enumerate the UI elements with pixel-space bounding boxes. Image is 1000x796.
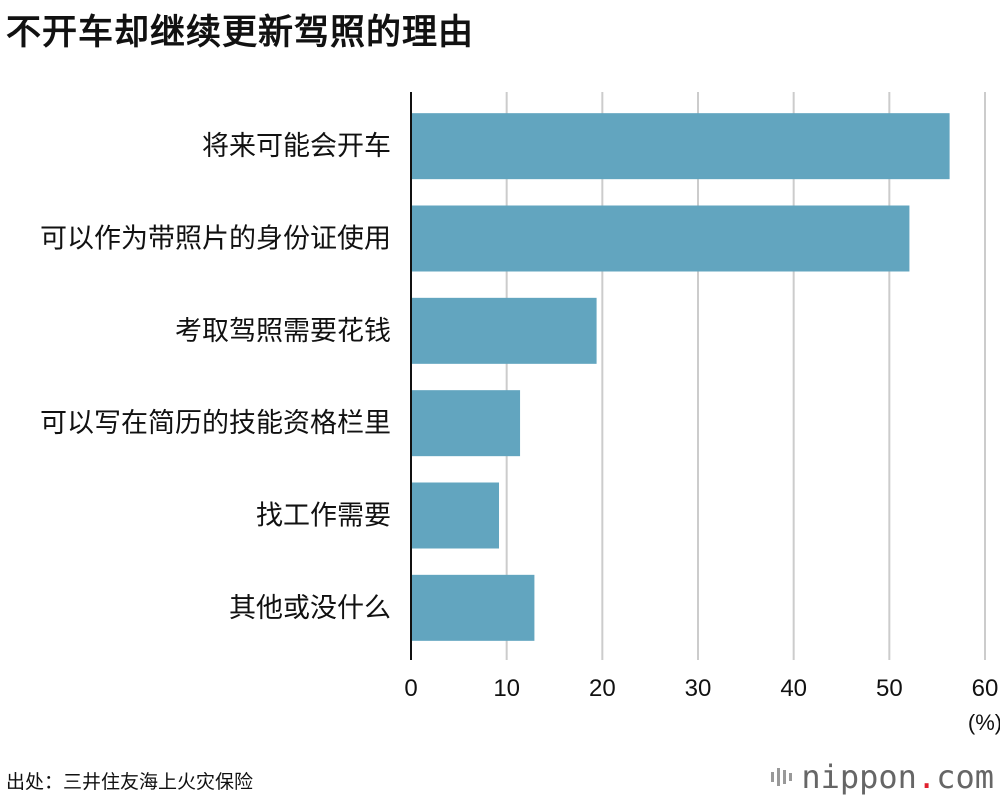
nippon-logo-mark-icon: [771, 768, 793, 786]
x-tick-label: 40: [780, 675, 807, 702]
unit-label: (%): [968, 710, 1000, 735]
category-label: 可以写在简历的技能资格栏里: [40, 408, 391, 439]
category-label: 将来可能会开车: [202, 131, 391, 162]
bar: [411, 482, 500, 549]
logo-tld: com: [936, 758, 994, 796]
x-tick-label: 20: [589, 675, 616, 702]
bar: [411, 297, 597, 364]
chart-title: 不开车却继续更新驾照的理由: [6, 13, 475, 53]
category-label: 可以作为带照片的身份证使用: [40, 224, 391, 255]
category-label: 其他或没什么: [229, 593, 391, 624]
category-label: 找工作需要: [256, 501, 391, 532]
bar: [411, 113, 950, 180]
source-note: 出处：三井住友海上火灾保险: [6, 771, 254, 793]
logo-text: nippon.com: [801, 758, 994, 796]
x-tick-label: 50: [876, 675, 903, 702]
logo-name: nippon: [801, 758, 917, 796]
x-tick-label: 10: [493, 675, 520, 702]
x-tick-label: 30: [685, 675, 712, 702]
bar: [411, 205, 910, 272]
logo-dot: .: [916, 758, 937, 796]
nippon-logo: nippon.com: [769, 758, 994, 796]
bar: [411, 390, 521, 457]
bar: [411, 574, 535, 641]
category-label: 考取驾照需要花钱: [175, 316, 391, 347]
x-tick-label: 60: [972, 675, 999, 702]
x-tick-label: 0: [404, 675, 417, 702]
